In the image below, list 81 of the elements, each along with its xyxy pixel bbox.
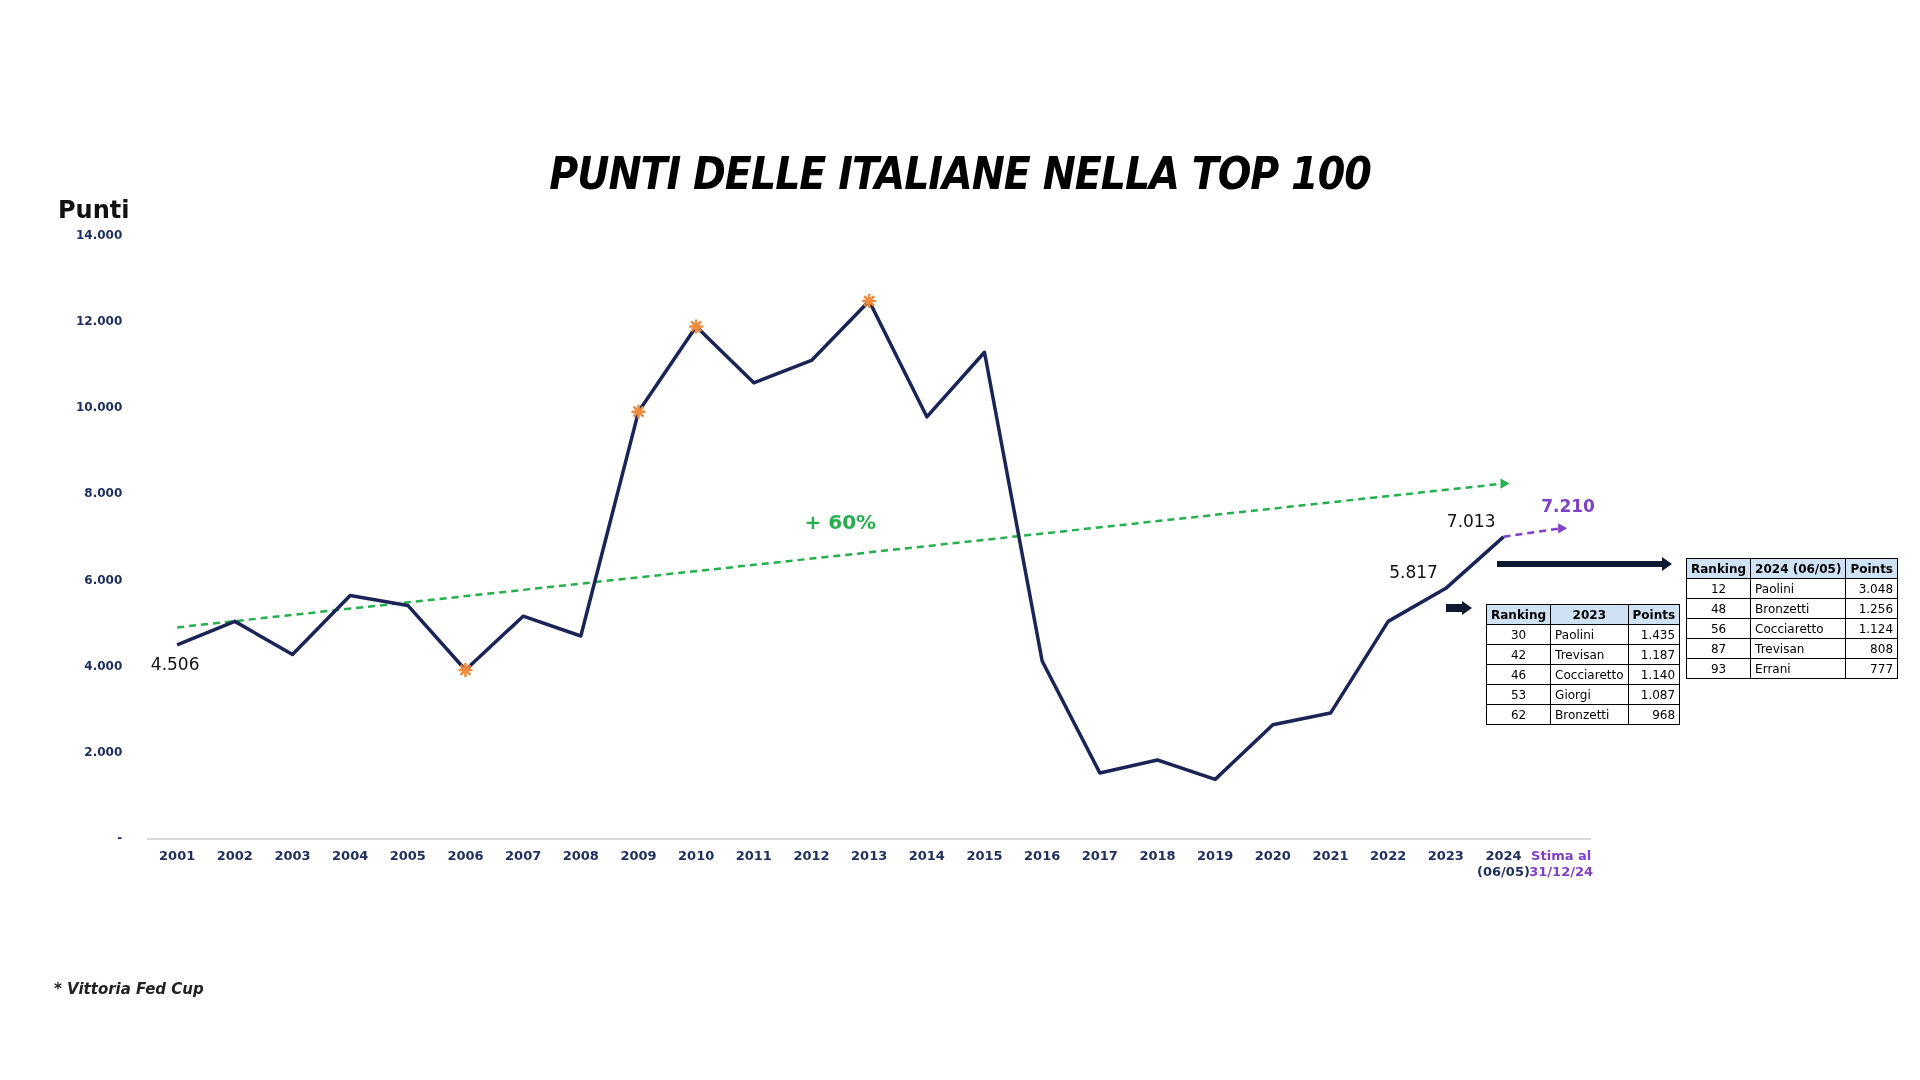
text: 1.435 <box>1640 627 1676 642</box>
x-tick-label: 2004 <box>332 847 369 863</box>
data-label: 5.817 <box>1389 562 1438 583</box>
text: 42 <box>1510 647 1527 662</box>
y-tick-label: 8.000 <box>84 486 123 501</box>
text: Cocciaretto <box>1555 667 1624 682</box>
category-label: 2023 <box>1550 604 1629 625</box>
data-label: 7.013 <box>1446 510 1496 531</box>
text: 1.256 <box>1858 601 1894 616</box>
point <box>457 661 474 679</box>
text: 1.087 <box>1640 687 1676 702</box>
text: 46 <box>1510 667 1527 682</box>
text: 93 <box>1710 661 1727 676</box>
point <box>860 292 878 310</box>
x-tick-label: 2007 <box>505 847 542 863</box>
y-tick-label: 2.000 <box>84 744 123 759</box>
x-tick-label: 2006 <box>447 847 484 863</box>
text: 48 <box>1710 601 1727 616</box>
text: Cocciaretto <box>1755 621 1824 636</box>
x-tick-label: 2019 <box>1197 847 1234 863</box>
category-label: Ranking <box>1486 604 1551 625</box>
x-tick-label: 2001 <box>159 847 196 863</box>
x-tick-label: 2024 (06/05) <box>1477 847 1530 879</box>
text: 62 <box>1510 707 1527 722</box>
text: * Vittoria Fed Cup <box>54 980 204 998</box>
x-tick-label: 2015 <box>966 847 1003 863</box>
x-tick-label: 2008 <box>562 847 599 863</box>
text: Bronzetti <box>1555 707 1610 722</box>
text: Giorgi <box>1555 687 1591 702</box>
text: 968 <box>1652 707 1676 722</box>
text: Paolini <box>1555 627 1595 642</box>
y-tick-label: - <box>117 830 123 845</box>
text: 808 <box>1870 641 1894 656</box>
text: 1.124 <box>1858 621 1894 636</box>
text: 3.048 <box>1858 581 1894 596</box>
x-tick-label: 2012 <box>793 847 830 863</box>
text: 1.187 <box>1640 647 1676 662</box>
text: Bronzetti <box>1755 601 1810 616</box>
text: 777 <box>1870 661 1894 676</box>
y-tick-label: 6.000 <box>84 572 123 587</box>
data-label: 4.506 <box>150 653 200 674</box>
category-label: 2024 (06/05) <box>1750 558 1846 579</box>
text: 30 <box>1510 627 1527 642</box>
text: Paolini <box>1755 581 1795 596</box>
y-axis-title: Punti <box>58 196 130 224</box>
x-tick-label: 2020 <box>1254 847 1291 863</box>
y-tick-label: 12.000 <box>75 314 123 329</box>
x-tick-label: 2014 <box>908 847 945 863</box>
x-tick-label: 2003 <box>274 847 311 863</box>
text: 56 <box>1710 621 1727 636</box>
x-tick-label: 2016 <box>1024 847 1061 863</box>
x-tick-label: 2011 <box>735 847 772 863</box>
point <box>630 403 647 420</box>
x-tick-label: 2022 <box>1370 847 1407 863</box>
x-tick-label: 2013 <box>851 847 888 863</box>
data-label: 7.210 <box>1541 496 1596 517</box>
x-tick-label: 2010 <box>678 847 715 863</box>
x-tick-label: 2009 <box>620 847 657 863</box>
x-tick-label: 2017 <box>1081 847 1118 863</box>
text: 53 <box>1510 687 1527 702</box>
y-tick-label: 14.000 <box>75 228 123 243</box>
chart-title: PUNTI DELLE ITALIANE NELLA TOP 100 <box>549 148 1371 199</box>
text: Errani <box>1755 661 1791 676</box>
x-tick-label: 2018 <box>1139 847 1176 863</box>
y-tick-label: 4.000 <box>84 658 123 673</box>
point <box>687 318 705 335</box>
category-label: Ranking <box>1686 558 1751 579</box>
text: 87 <box>1710 641 1727 656</box>
y-tick-label: 10.000 <box>75 400 123 415</box>
annotation: + 60% <box>804 509 877 534</box>
text: 1.140 <box>1640 667 1676 682</box>
x-tick-label: 2002 <box>216 847 253 863</box>
x-tick-label: 2005 <box>389 847 426 863</box>
x-tick-label: 2021 <box>1312 847 1349 863</box>
x-tick-label: 2023 <box>1427 847 1464 863</box>
x-tick-label: Stima al 31/12/24 <box>1529 847 1594 879</box>
category-label: Points <box>1845 558 1898 579</box>
text: Trevisan <box>1755 641 1805 656</box>
text: 12 <box>1710 581 1727 596</box>
text: Trevisan <box>1555 647 1605 662</box>
category-label: Points <box>1628 604 1680 625</box>
